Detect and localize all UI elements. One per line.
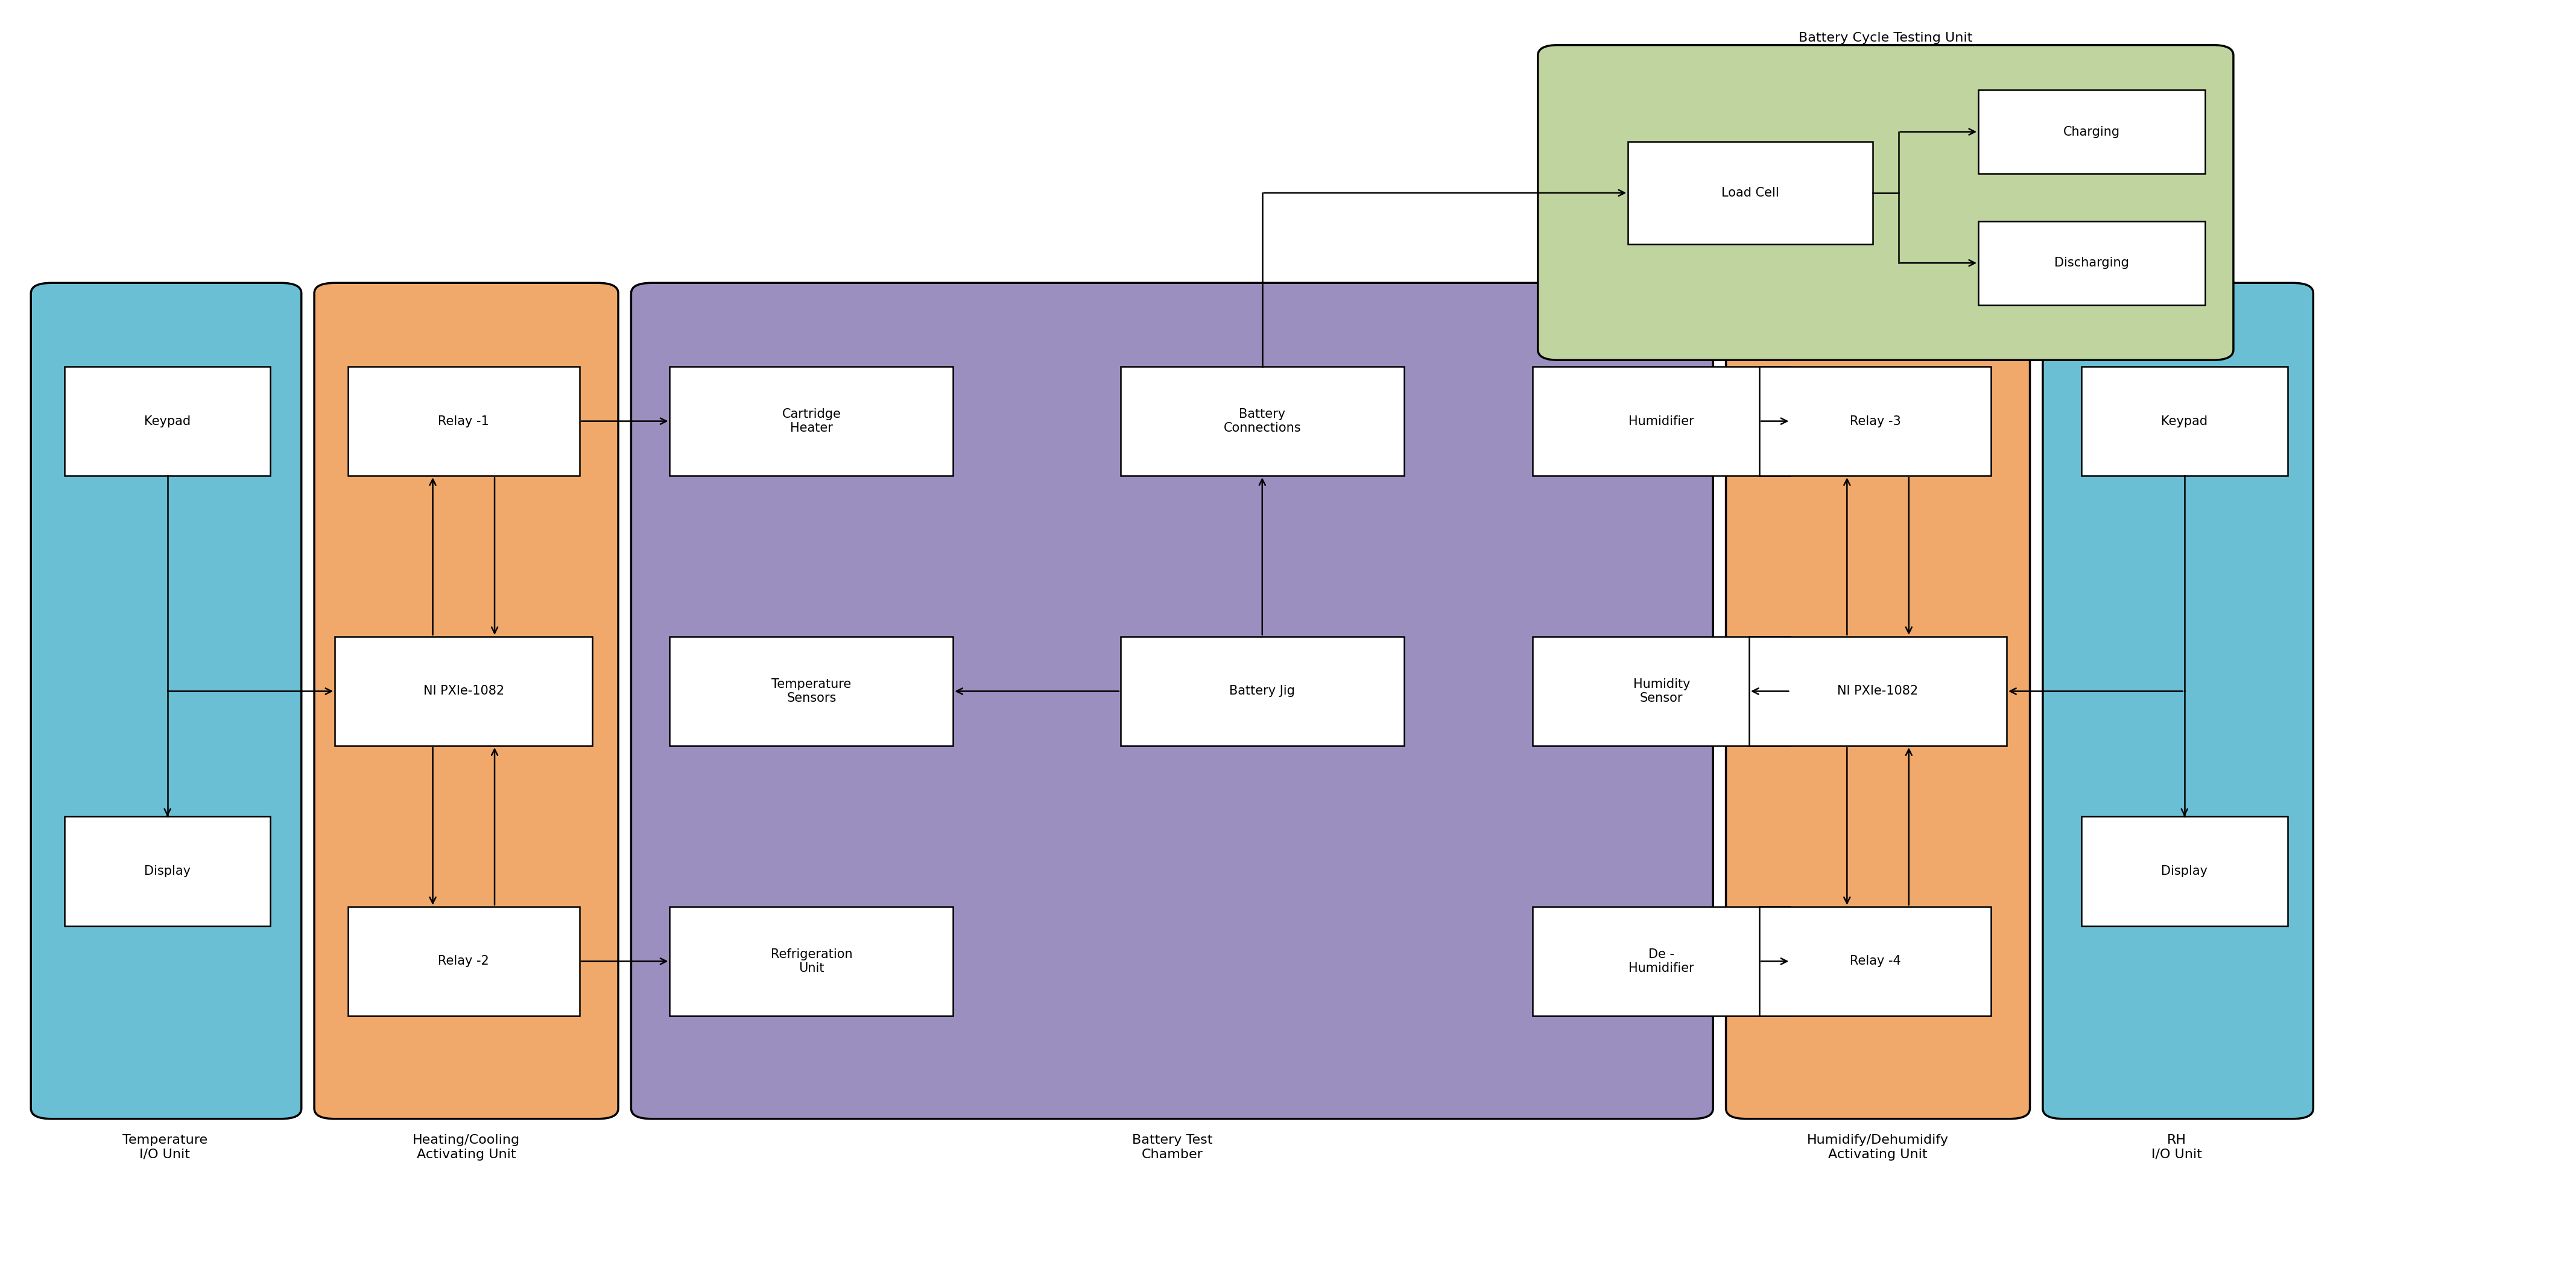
Text: Display: Display [2161,865,2208,877]
Text: Battery
Connections: Battery Connections [1224,408,1301,435]
Text: Temperature
I/O Unit: Temperature I/O Unit [121,1134,209,1160]
FancyBboxPatch shape [31,283,301,1119]
Text: Display: Display [144,865,191,877]
FancyBboxPatch shape [2043,283,2313,1119]
Text: NI PXIe-1082: NI PXIe-1082 [422,685,505,697]
Bar [1978,90,2205,174]
Bar [1628,141,1873,244]
Text: Temperature
Sensors: Temperature Sensors [773,678,850,705]
Text: De -
Humidifier: De - Humidifier [1628,948,1695,975]
Text: Discharging: Discharging [2053,257,2130,269]
FancyBboxPatch shape [1726,283,2030,1119]
Bar [670,367,953,476]
Bar [2081,817,2287,926]
Bar [64,817,270,926]
Text: Humidifier: Humidifier [1628,415,1695,427]
Text: Charging: Charging [2063,126,2120,138]
Text: Relay -1: Relay -1 [438,415,489,427]
Bar [1533,367,1790,476]
Text: Refrigeration
Unit: Refrigeration Unit [770,948,853,975]
Bar [348,907,580,1016]
Text: Battery Test
Chamber: Battery Test Chamber [1131,1134,1213,1160]
Bar [348,367,580,476]
FancyBboxPatch shape [631,283,1713,1119]
Text: Humidify/Dehumidify
Activating Unit: Humidify/Dehumidify Activating Unit [1806,1134,1950,1160]
Text: Battery Cycle Testing Unit: Battery Cycle Testing Unit [1798,32,1973,44]
Bar [64,367,270,476]
Text: NI PXIe-1082: NI PXIe-1082 [1837,685,1919,697]
Bar [1121,637,1404,746]
Text: Battery Jig: Battery Jig [1229,685,1296,697]
Bar [1749,637,2007,746]
Text: Relay -4: Relay -4 [1850,955,1901,967]
Bar [1533,637,1790,746]
Bar [1759,907,1991,1016]
Bar [335,637,592,746]
Text: Load Cell: Load Cell [1721,186,1780,199]
Bar [1759,367,1991,476]
Bar [670,637,953,746]
Text: Keypad: Keypad [2161,415,2208,427]
Text: Heating/Cooling
Activating Unit: Heating/Cooling Activating Unit [412,1134,520,1160]
FancyBboxPatch shape [314,283,618,1119]
Text: Cartridge
Heater: Cartridge Heater [783,408,840,435]
Text: Keypad: Keypad [144,415,191,427]
Text: Relay -3: Relay -3 [1850,415,1901,427]
FancyBboxPatch shape [1538,45,2233,360]
Bar [670,907,953,1016]
Text: Relay -2: Relay -2 [438,955,489,967]
Text: Humidity
Sensor: Humidity Sensor [1633,678,1690,705]
Bar [1121,367,1404,476]
Text: RH
I/O Unit: RH I/O Unit [2151,1134,2202,1160]
Bar [1533,907,1790,1016]
Bar [1978,221,2205,305]
Bar [2081,367,2287,476]
